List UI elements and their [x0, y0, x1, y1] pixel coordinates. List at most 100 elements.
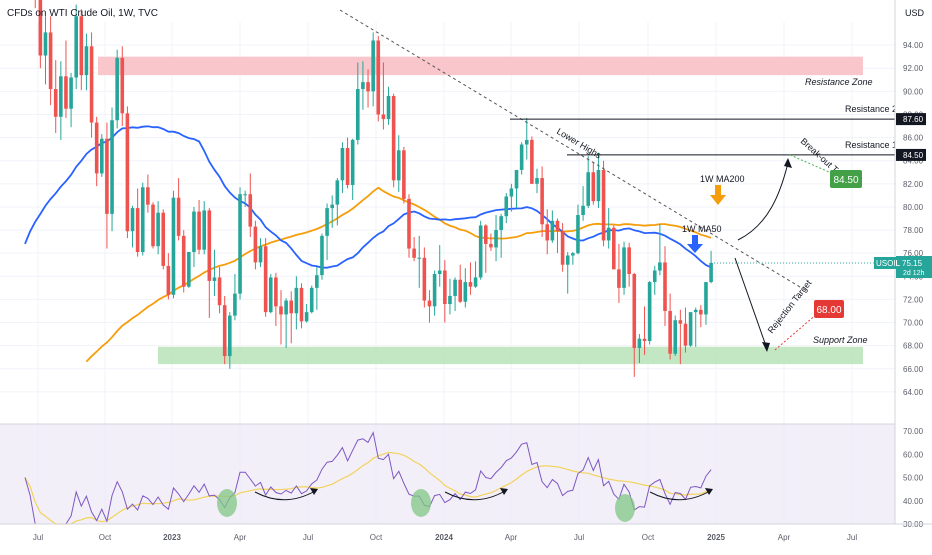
- time-tick-label: Apr: [505, 533, 518, 542]
- candle-body: [617, 269, 621, 288]
- price-tick-label: 92.00: [903, 64, 924, 73]
- price-tick-label: 66.00: [903, 365, 924, 374]
- candle-body: [89, 46, 94, 123]
- candle-body: [181, 235, 186, 287]
- last-price-countdown: 2d 12h: [903, 270, 925, 277]
- candle-body: [74, 16, 78, 78]
- ma50-line: [24, 125, 712, 269]
- candle-body: [463, 282, 468, 302]
- candle-body: [212, 277, 217, 281]
- candle-body: [432, 273, 437, 307]
- candle-body: [478, 225, 483, 278]
- candle-body: [156, 212, 160, 247]
- candle-body: [345, 147, 350, 185]
- candle-body: [238, 194, 242, 294]
- candle-body: [289, 300, 294, 314]
- time-tick-label: Oct: [370, 533, 383, 542]
- candle-body: [187, 252, 191, 287]
- candle-body: [350, 139, 355, 185]
- candle-body: [519, 144, 524, 170]
- candle-body: [304, 312, 309, 322]
- candle-body: [268, 277, 273, 313]
- candle-body: [601, 169, 606, 241]
- candle-body: [704, 282, 708, 315]
- price-tick-label: 78.00: [903, 226, 924, 235]
- candle-body: [637, 338, 642, 348]
- candle-body: [381, 114, 386, 120]
- candle-body: [581, 205, 585, 216]
- time-tick-label: Jul: [303, 533, 313, 542]
- breakout-arrowhead: [784, 158, 792, 168]
- candle-body: [550, 220, 555, 241]
- candle-body: [207, 210, 212, 281]
- candle-body: [540, 178, 544, 225]
- candle-body: [274, 277, 278, 307]
- last-price-symbol-text: USOIL: [876, 259, 901, 268]
- time-tick-label: Jul: [847, 533, 857, 542]
- candle-body: [688, 312, 693, 346]
- price-tick-label: 86.00: [903, 134, 924, 143]
- candle-body: [135, 208, 140, 253]
- price-tick-label: 82.00: [903, 180, 924, 189]
- time-tick-label: Apr: [778, 533, 791, 542]
- candle-body: [586, 172, 590, 206]
- rejection-arrow: [734, 257, 767, 347]
- ma200-label: 1W MA200: [700, 174, 745, 184]
- candle-body: [151, 204, 155, 247]
- candle-body: [606, 227, 611, 241]
- candle-body: [84, 46, 89, 76]
- candle-body: [263, 246, 268, 313]
- candle-body: [376, 40, 381, 115]
- candle-body: [340, 147, 345, 181]
- candle-body: [146, 187, 150, 205]
- candle-body: [69, 77, 73, 109]
- ma50-pointer-arrow: [687, 235, 703, 253]
- candle-body: [473, 277, 478, 287]
- candle-body: [422, 257, 427, 301]
- price-tick-label: 90.00: [903, 87, 924, 96]
- rsi-curve-arrowhead: [500, 488, 508, 495]
- candle-body: [366, 82, 370, 92]
- candle-body: [668, 310, 672, 354]
- resistance-1-tag: [896, 148, 926, 161]
- resistance-zone-band: [98, 56, 863, 76]
- candle-body: [627, 247, 631, 274]
- candle-body: [335, 180, 340, 205]
- rsi-curve-arrowhead: [310, 488, 318, 495]
- candle-body: [371, 40, 375, 92]
- rsi-curve-arrow: [649, 490, 711, 501]
- rsi-curve-arrowhead: [705, 488, 713, 495]
- rsi-tick-label: 40.00: [903, 497, 924, 506]
- candle-body: [64, 76, 68, 109]
- candle-body: [673, 320, 678, 354]
- candle-body: [48, 32, 53, 90]
- ma200-pointer-arrow: [710, 185, 726, 205]
- candle-body: [632, 273, 637, 348]
- candle-body: [468, 282, 473, 287]
- candle-body: [530, 139, 534, 184]
- candle-body: [176, 197, 181, 236]
- last-price-symbol-bg: [874, 257, 896, 270]
- candle-body: [699, 309, 703, 315]
- candle-body: [484, 225, 488, 244]
- candle-body: [437, 270, 442, 274]
- candle-body: [115, 57, 119, 121]
- price-tick-label: 84.00: [903, 157, 924, 166]
- time-tick-label: 2024: [435, 533, 453, 542]
- candle-body: [386, 95, 391, 120]
- rejection-target-box: [814, 300, 844, 318]
- candle-body: [228, 315, 232, 357]
- candle-body: [110, 120, 114, 214]
- candle-body: [652, 270, 657, 283]
- price-tick-label: 76.00: [903, 249, 924, 258]
- zones: [98, 56, 863, 365]
- candle-body: [79, 16, 84, 76]
- candle-body: [197, 211, 201, 250]
- candle-body: [125, 113, 130, 232]
- candle-body: [243, 194, 247, 196]
- resistance-2-tag-value: 87.60: [903, 115, 924, 124]
- currency-label: USD: [905, 8, 925, 18]
